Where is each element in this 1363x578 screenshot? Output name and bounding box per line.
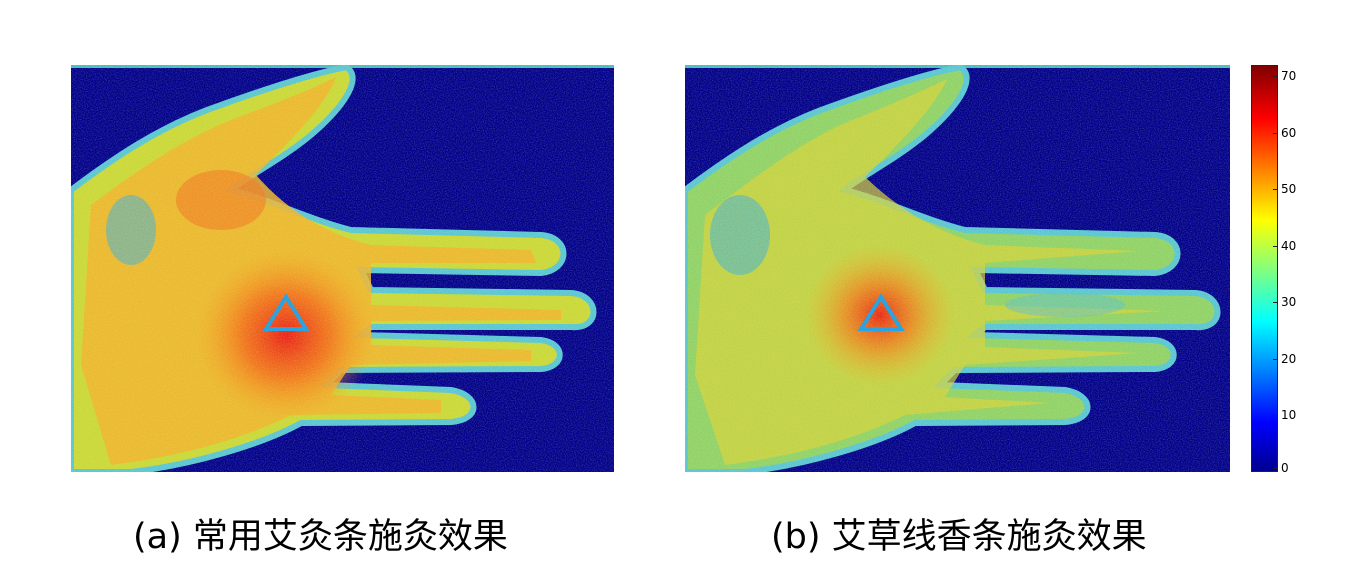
colorbar-ticks: 0 10 20 30 40 50 60 70 (1272, 65, 1341, 475)
caption-a: (a) 常用艾灸条施灸效果 (133, 517, 508, 557)
colorbar-tick-30: 30 (1272, 295, 1297, 310)
colorbar-tick-40: 40 (1272, 238, 1297, 253)
caption-b: (b) 艾草线香条施灸效果 (771, 517, 1147, 557)
thermal-image-b (685, 65, 1230, 472)
marker-triangle-a (262, 293, 310, 331)
colorbar (1251, 65, 1278, 472)
hand-thermal-map-a (71, 65, 614, 472)
colorbar-tick-0: 0 (1273, 461, 1289, 475)
colorbar-tick-70: 70 (1272, 69, 1297, 84)
colorbar-tick-10: 10 (1272, 408, 1297, 423)
colorbar-tick-20: 20 (1272, 351, 1297, 366)
colorbar-tick-50: 50 (1272, 182, 1297, 197)
marker-triangle-b (857, 293, 905, 331)
thermal-image-a (71, 65, 614, 472)
hand-thermal-map-b (685, 65, 1230, 472)
colorbar-tick-60: 60 (1272, 125, 1297, 140)
